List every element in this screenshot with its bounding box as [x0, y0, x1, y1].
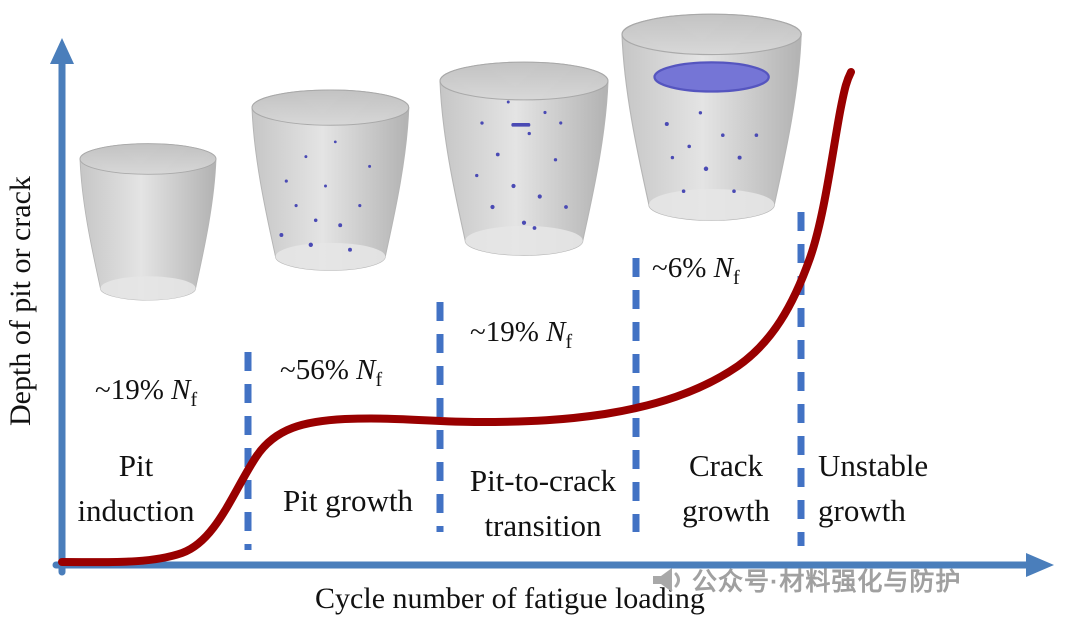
- pit-induction-specimen: [79, 143, 217, 301]
- fraction-label-crack-growth: ~6% Nf: [652, 252, 740, 289]
- stage-label-crack-growth: Crack growth: [682, 448, 770, 528]
- x-axis-arrow-icon: [1026, 553, 1054, 577]
- fraction-label-pit-to-crack: ~19% Nf: [470, 316, 573, 353]
- stage-label-pit-growth: Pit growth: [282, 483, 414, 518]
- fraction-label-pit-induction: ~19% Nf: [95, 374, 198, 411]
- y-axis-arrow-icon: [50, 38, 74, 64]
- crack-growth-specimen: [621, 13, 802, 221]
- watermark: 公众号·材料强化与防护: [650, 560, 1070, 600]
- crack-region: [653, 61, 770, 93]
- stage-label-pit-induction: Pit induction: [77, 448, 195, 528]
- stage-label-pit-to-crack: Pit-to-crack transition: [469, 463, 617, 543]
- watermark-text: 公众号·材料强化与防护: [692, 568, 962, 596]
- pit-growth-specimen: [251, 89, 410, 271]
- depth-curve: [58, 68, 855, 567]
- fraction-label-pit-growth: ~56% Nf: [280, 354, 383, 391]
- stage-label-unstable-growth: Unstable growth: [818, 448, 929, 528]
- y-axis-label: Depth of pit or crack: [4, 176, 37, 426]
- x-axis-label: Cycle number of fatigue loading: [315, 582, 705, 615]
- speaker-icon: [653, 568, 680, 592]
- pit-to-crack-specimen: [439, 61, 609, 256]
